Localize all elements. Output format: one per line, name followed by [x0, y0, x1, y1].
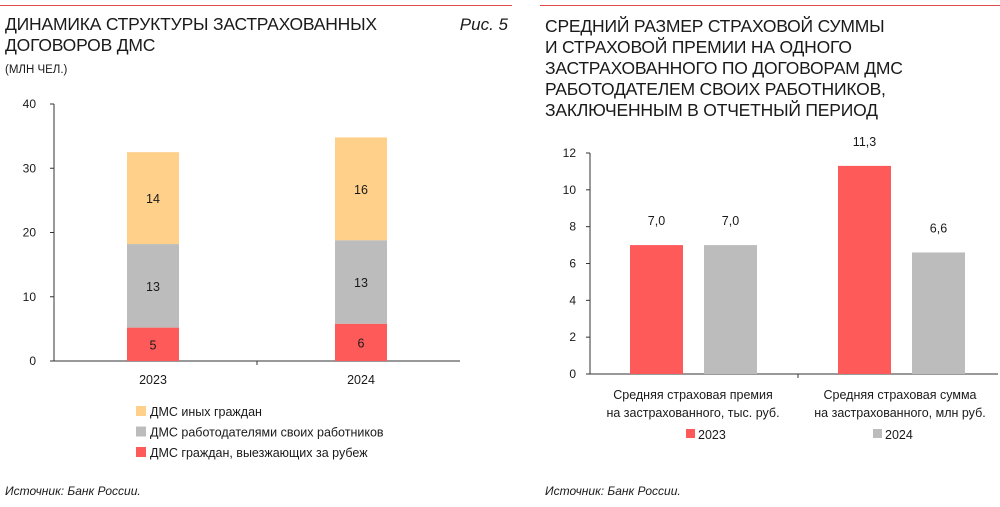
bar: [912, 252, 965, 374]
data-label: 7,0: [722, 214, 739, 228]
y-tick-label: 10: [23, 290, 37, 304]
bar-segment: [335, 240, 387, 324]
bar: [704, 245, 757, 374]
y-tick-label: 6: [569, 257, 576, 271]
data-label: 7,0: [648, 214, 665, 228]
right-title-line-2: И СТРАХОВОЙ ПРЕМИИ НА ОДНОГО: [545, 37, 852, 57]
y-tick-label: 2: [569, 330, 576, 344]
data-label: 14: [146, 192, 160, 206]
stacked-bar-chart: 0 10 20 30 40 5 13 14 2023 6 13 16 2024 ДМС иных граж…: [23, 97, 460, 460]
left-chart-subtitle: (МЛН ЧЕЛ.): [5, 64, 68, 76]
legend-swatch: [136, 447, 146, 457]
y-tick-label: 4: [569, 293, 576, 307]
bar-segment: [127, 327, 179, 361]
x-tick-label: 2023: [139, 373, 167, 387]
y-tick-label: 12: [563, 146, 577, 160]
right-title-line-1: СРЕДНИЙ РАЗМЕР СТРАХОВОЙ СУММЫ: [545, 16, 885, 36]
left-chart-panel: ДИНАМИКА СТРУКТУРЫ ЗАСТРАХОВАННЫХ ДОГОВО…: [0, 5, 512, 498]
y-tick-label: 30: [23, 161, 37, 175]
right-title-line-5: ЗАКЛЮЧЕННЫМ В ОТЧЕТНЫЙ ПЕРИОД: [545, 100, 878, 120]
legend-swatch: [873, 429, 882, 438]
legend-swatch: [136, 426, 146, 437]
legend-label: ДМС граждан, выезжающих за рубеж: [150, 446, 368, 460]
legend-swatch: [136, 406, 146, 416]
y-tick-label: 10: [563, 183, 577, 197]
bar-segment: [335, 323, 387, 361]
right-chart-panel: СРЕДНИЙ РАЗМЕР СТРАХОВОЙ СУММЫ И СТРАХОВ…: [540, 0, 1000, 507]
y-tick-label: 8: [569, 220, 576, 234]
x-tick-label: 2024: [347, 373, 375, 387]
legend-label: 2024: [885, 428, 913, 442]
x-tick-label: на застрахованного, млн руб.: [814, 406, 985, 420]
legend-swatch: [686, 429, 695, 438]
x-tick-label: на застрахованного, тыс. руб.: [606, 406, 779, 420]
y-tick-label: 20: [23, 226, 37, 240]
right-title-line-3: ЗАСТРАХОВАННОГО ПО ДОГОВОРАМ ДМС: [545, 58, 903, 78]
legend-label: ДМС иных граждан: [150, 405, 262, 419]
bar-segment: [127, 244, 179, 328]
right-source-note: Источник: Банк России.: [545, 484, 681, 498]
left-title-line-1: ДИНАМИКА СТРУКТУРЫ ЗАСТРАХОВАННЫХ: [5, 14, 377, 34]
bar: [630, 245, 683, 374]
x-tick-label: Средняя страховая сумма: [824, 388, 977, 402]
figure-label: Рис. 5: [459, 15, 508, 34]
bar-segment: [127, 152, 179, 245]
data-label: 13: [146, 280, 160, 294]
right-chart-title: СРЕДНИЙ РАЗМЕР СТРАХОВОЙ СУММЫ И СТРАХОВ…: [545, 16, 903, 121]
y-tick-label: 0: [29, 354, 36, 368]
data-label: 6: [358, 336, 365, 350]
grouped-bar-chart: 0 2 4 6 8 10 12 7,0 7,0 Средняя страховая премия н…: [563, 135, 998, 442]
right-title-line-4: РАБОТОДАТЕЛЕМ СВОИХ РАБОТНИКОВ,: [545, 79, 886, 99]
data-label: 5: [150, 338, 157, 352]
bar: [838, 165, 891, 374]
data-label: 11,3: [853, 135, 876, 149]
data-label: 16: [354, 183, 368, 197]
top-rule: [540, 5, 1000, 6]
data-label: 6,6: [930, 221, 947, 235]
y-tick-label: 40: [23, 97, 37, 111]
top-rule: [0, 5, 512, 6]
legend-label: 2023: [698, 428, 726, 442]
legend-label: ДМС работодателями своих работников: [150, 426, 384, 440]
left-chart-title: ДИНАМИКА СТРУКТУРЫ ЗАСТРАХОВАННЫХ ДОГОВО…: [5, 14, 377, 56]
left-source-note: Источник: Банк России.: [5, 484, 141, 498]
x-tick-label: Средняя страховая премия: [613, 388, 773, 402]
bar-segment: [335, 137, 387, 241]
data-label: 13: [354, 276, 368, 290]
y-tick-label: 0: [569, 367, 576, 381]
left-title-line-2: ДОГОВОРОВ ДМС: [5, 35, 156, 55]
